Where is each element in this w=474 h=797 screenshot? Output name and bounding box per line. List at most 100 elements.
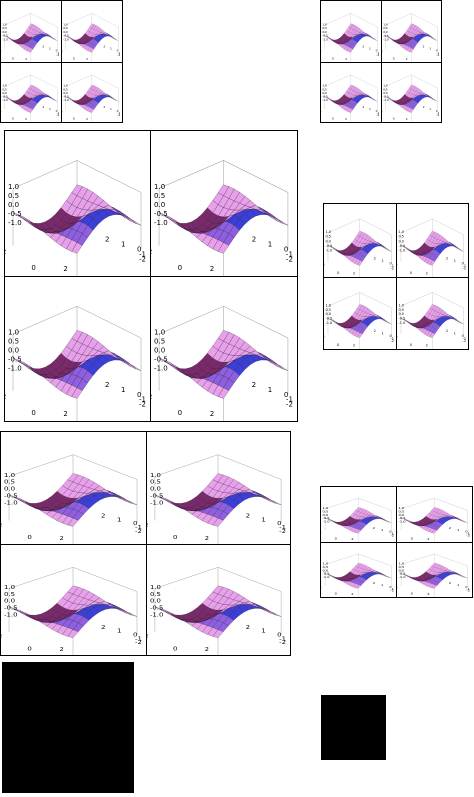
z-tick-label: 1.0 — [8, 329, 19, 337]
x-tick-label: -2 — [382, 110, 383, 114]
y-tick-label: -1 — [391, 264, 394, 268]
z-tick-label: -0.5 — [398, 317, 405, 321]
x-tick-label: 2 — [351, 538, 353, 541]
z-tick-label: -0.5 — [383, 95, 389, 99]
surface-plot: 1.00.50.0-0.5-1.0-202210-1-2 — [1, 1, 61, 62]
z-tick-label: 1.0 — [8, 183, 19, 191]
surface-plot: 1.00.50.0-0.5-1.0-202210-1-2 — [321, 1, 381, 62]
z-tick-label: 1.0 — [322, 84, 327, 88]
x-tick-label: 0 — [335, 537, 337, 540]
x-tick-label: -2 — [321, 110, 322, 114]
z-tick-label: -1.0 — [2, 38, 8, 42]
z-tick-label: 1.0 — [154, 329, 165, 337]
surface-plot-graphic: 1.00.50.0-0.5-1.0-202210-1-2 — [147, 454, 286, 544]
x-tick-label: -2 — [147, 634, 148, 640]
y-tick-label: 2 — [423, 105, 425, 109]
x-tick-label: 0 — [27, 535, 31, 541]
y-tick-label: 0 — [137, 246, 141, 254]
z-tick-label: 1.0 — [398, 303, 403, 307]
z-tick-label: 0.5 — [154, 338, 165, 346]
y-tick-label: -1 — [56, 51, 59, 55]
x-tick-label: -2 — [1, 50, 2, 54]
y-tick-label: 0 — [390, 334, 392, 338]
y-tick-label: -2 — [437, 113, 440, 117]
y-tick-label: -2 — [279, 529, 286, 535]
x-tick-label: -2 — [62, 110, 63, 114]
z-tick-label: -0.5 — [2, 95, 8, 99]
y-tick-label: 2 — [449, 582, 451, 585]
x-tick-label: -2 — [324, 263, 325, 267]
y-tick-label: 1 — [457, 528, 459, 531]
z-tick-label: -1.0 — [399, 576, 406, 579]
surface-plot: 1.00.50.0-0.5-1.0-202210-1-2 — [324, 204, 396, 277]
y-tick-label: 1 — [457, 584, 459, 587]
y-tick-label: 2 — [449, 526, 451, 529]
z-tick-label: 0.5 — [8, 192, 19, 200]
z-tick-label: 1.0 — [383, 84, 388, 88]
x-tick-label: 0 — [410, 271, 412, 275]
y-tick-label: -2 — [391, 339, 394, 343]
z-tick-label: 0.5 — [2, 87, 7, 91]
y-tick-label: -2 — [56, 53, 59, 57]
grid-top-left: 1.00.50.0-0.5-1.0-202210-1-2 1.00.50.0-0… — [0, 0, 123, 123]
x-tick-label: 2 — [205, 536, 209, 542]
y-tick-label: -1 — [376, 51, 379, 55]
z-tick-label: -0.5 — [325, 317, 332, 321]
z-tick-label: -0.5 — [2, 34, 8, 38]
y-tick-label: 0 — [465, 530, 467, 533]
z-tick-label: 0.5 — [325, 308, 331, 312]
y-tick-label: -1 — [279, 636, 286, 642]
x-tick-label: 2 — [427, 593, 429, 596]
y-tick-label: 1 — [429, 47, 431, 51]
z-tick-label: -1.0 — [398, 248, 405, 252]
y-tick-label: 1 — [268, 386, 272, 394]
surface-plot: 1.00.50.0-0.5-1.0-202210-1-2 — [147, 432, 290, 544]
x-tick-label: -2 — [62, 50, 63, 54]
z-tick-label: 0.0 — [8, 201, 19, 209]
y-tick-label: 2 — [246, 513, 250, 519]
x-tick-label: 0 — [410, 343, 412, 347]
y-tick-label: 1 — [381, 528, 383, 531]
y-tick-label: 1 — [369, 47, 371, 51]
x-tick-label: -2 — [147, 522, 148, 528]
y-tick-label: 0 — [376, 49, 378, 53]
x-tick-label: 0 — [337, 271, 339, 275]
z-tick-label: -0.5 — [322, 95, 328, 99]
z-tick-label: 0.0 — [325, 239, 331, 243]
y-tick-label: -2 — [437, 53, 440, 57]
y-tick-label: 2 — [101, 625, 106, 631]
surface-plot-graphic: 1.00.50.0-0.5-1.0-202210-1-2 — [5, 305, 146, 421]
surface-plot: 1.00.50.0-0.5-1.0-202210-1-2 — [321, 487, 396, 542]
z-tick-label: 0.0 — [383, 91, 388, 95]
x-tick-label: 0 — [173, 646, 177, 652]
surface-plot: 1.00.50.0-0.5-1.0-202210-1-2 — [397, 487, 472, 542]
z-tick-label: -0.5 — [8, 210, 22, 218]
y-tick-label: 1 — [268, 240, 272, 249]
x-tick-label: -2 — [397, 263, 398, 267]
z-tick-label: 0.0 — [2, 91, 7, 95]
x-tick-label: 2 — [59, 647, 64, 653]
x-tick-label: 0 — [411, 537, 413, 540]
z-tick-label: -1.0 — [2, 98, 8, 102]
z-tick-label: -0.5 — [4, 605, 18, 611]
z-tick-label: 1.0 — [150, 472, 161, 478]
z-tick-label: 1.0 — [63, 22, 68, 26]
x-tick-label: 2 — [406, 57, 408, 61]
x-tick-label: -2 — [397, 531, 398, 534]
y-tick-label: -2 — [117, 113, 120, 117]
y-tick-label: -2 — [463, 267, 466, 271]
y-tick-label: -1 — [135, 525, 142, 531]
z-tick-label: -1.0 — [63, 98, 69, 102]
surface-plot: 1.00.50.0-0.5-1.0-202210-1-2 — [321, 543, 396, 597]
surface-plot-graphic: 1.00.50.0-0.5-1.0-202210-1-2 — [321, 553, 394, 597]
grid-top-right: 1.00.50.0-0.5-1.0-202210-1-2 1.00.50.0-0… — [320, 0, 442, 123]
y-tick-label: -2 — [376, 113, 379, 117]
y-tick-label: 0 — [436, 49, 438, 53]
y-tick-label: -1 — [391, 337, 394, 341]
x-tick-label: 0 — [12, 56, 14, 60]
surface-plot-graphic: 1.00.50.0-0.5-1.0-202210-1-2 — [1, 13, 59, 62]
y-tick-label: 2 — [362, 45, 364, 49]
z-tick-label: 0.5 — [399, 510, 405, 513]
z-tick-label: -1.0 — [325, 248, 332, 252]
y-tick-label: 2 — [103, 105, 105, 109]
